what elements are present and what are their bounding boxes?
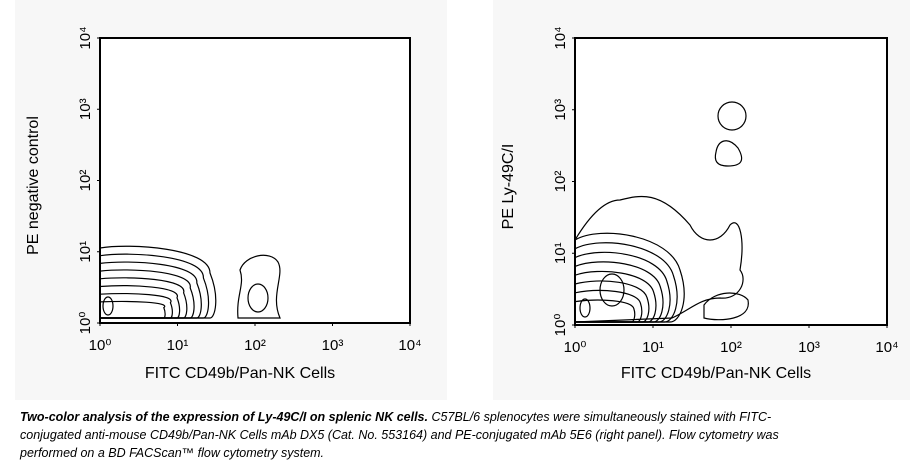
contours: [100, 245, 281, 319]
x-axis-label: FITC CD49b/Pan-NK Cells: [145, 365, 335, 382]
contour: [575, 299, 636, 323]
contour: [100, 253, 210, 319]
y-tick-label: 10³: [552, 99, 569, 121]
y-axis-label: PE negative control: [25, 116, 42, 255]
contour: [575, 242, 678, 323]
contour: [575, 251, 671, 323]
contour: [579, 298, 591, 318]
y-tick-label: 10¹: [552, 242, 569, 264]
caption: Two-color analysis of the expression of …: [20, 408, 820, 462]
y-tick-label: 10⁰: [552, 314, 569, 337]
contour: [100, 293, 173, 319]
contour: [575, 280, 650, 323]
x-axis-label: FITC CD49b/Pan-NK Cells: [621, 365, 811, 382]
contour: [575, 232, 685, 323]
x-tick-label: 10⁴: [398, 337, 421, 354]
caption-text: C57BL/6 splenocytes were simultaneously …: [20, 410, 779, 460]
x-tick-label: 10⁰: [564, 339, 587, 356]
x-tick-label: 10²: [244, 337, 266, 354]
contour: [100, 277, 188, 319]
contour: [100, 261, 202, 319]
contour: [102, 296, 114, 316]
contour: [237, 254, 281, 319]
contour: [575, 195, 744, 323]
x-tick-label: 10¹: [642, 339, 664, 356]
contour: [100, 245, 217, 319]
x-tick-label: 10²: [720, 339, 742, 356]
contour: [247, 283, 269, 313]
contour: [717, 101, 747, 131]
x-tick-label: 10⁴: [875, 339, 898, 356]
x-tick-label: 10⁰: [89, 337, 112, 354]
y-tick-label: 10³: [77, 98, 94, 120]
contour: [714, 140, 743, 167]
y-tick-label: 10⁰: [77, 312, 94, 335]
y-tick-label: 10⁴: [77, 26, 94, 49]
contour: [575, 289, 643, 323]
y-axis-label: PE Ly-49C/I: [500, 144, 517, 230]
y-tick-label: 10⁴: [552, 26, 569, 49]
contour: [599, 273, 625, 307]
contour: [575, 270, 657, 323]
y-tick-label: 10¹: [77, 241, 94, 263]
x-tick-label: 10³: [322, 337, 344, 354]
contour: [703, 292, 749, 321]
contour: [100, 285, 181, 319]
caption-title: Two-color analysis of the expression of …: [20, 410, 428, 424]
contour: [100, 269, 195, 319]
contours: [575, 101, 749, 323]
figure: 10⁰ 10¹ 10² 10³ 10⁴ 10⁰ 10¹ 10² 10³ 10⁴ FITC CD49b…: [25, 26, 899, 382]
contour: [575, 261, 664, 323]
x-tick-label: 10¹: [167, 337, 189, 354]
plot-area: [574, 37, 888, 326]
x-tick-label: 10³: [798, 339, 820, 356]
y-tick-label: 10²: [552, 171, 569, 193]
contour: [100, 300, 166, 319]
plot-area: [99, 37, 411, 324]
y-tick-label: 10²: [77, 170, 94, 192]
